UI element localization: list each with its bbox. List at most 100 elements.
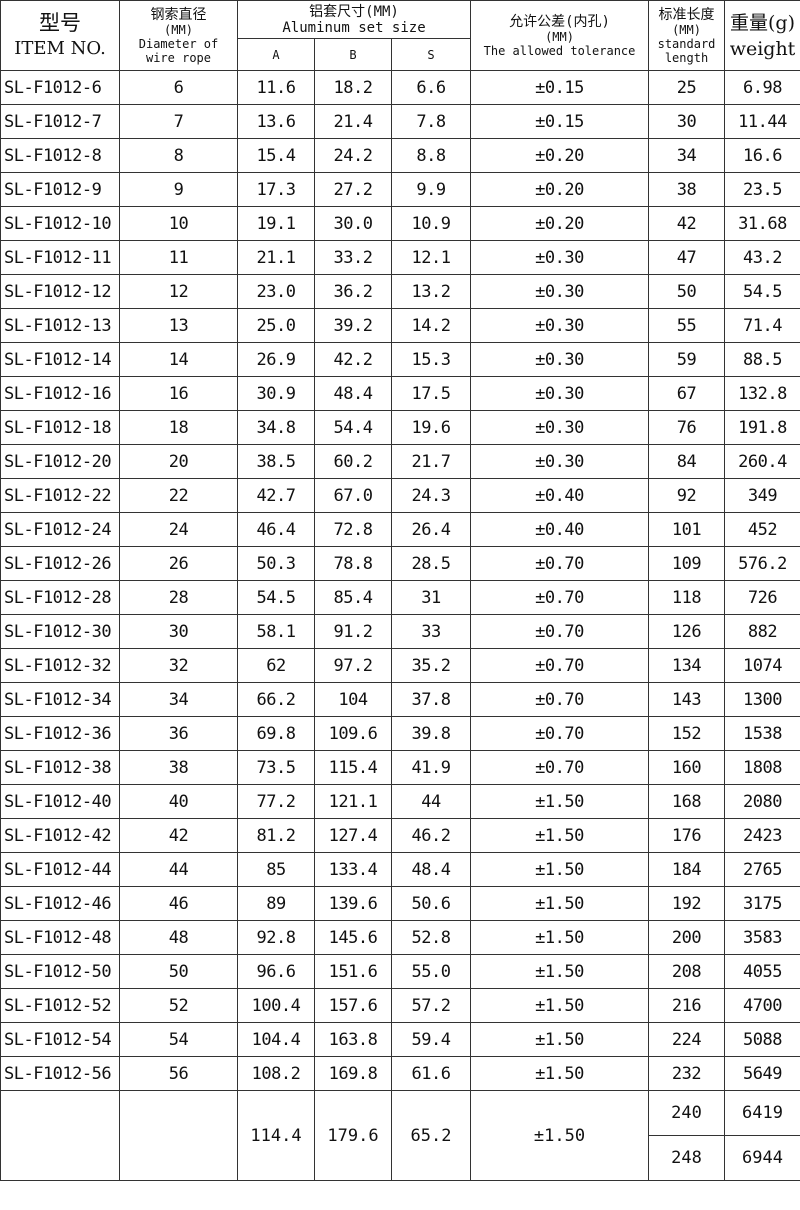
cell-diameter: 36 xyxy=(119,716,238,751)
cell-b: 42.2 xyxy=(314,342,392,377)
cell-weight: 1074 xyxy=(724,648,800,683)
cell-b: 48.4 xyxy=(314,376,392,411)
header-tolerance-cn: 允许公差(内孔) xyxy=(509,13,610,30)
cell-tolerance: ±0.70 xyxy=(470,614,650,649)
table-row: SL-F1012-44 44 85 133.4 48.4 ±1.50 184 2765 xyxy=(0,852,800,887)
table-row: SL-F1012-11 11 21.1 33.2 12.1 ±0.30 47 43.2 xyxy=(0,240,800,275)
header-diameter-unit: (MM) xyxy=(164,22,193,37)
cell-length: 126 xyxy=(648,614,726,649)
cell-b: 78.8 xyxy=(314,546,392,581)
cell-tolerance: ±0.30 xyxy=(470,240,650,275)
cell-weight: 11.44 xyxy=(724,104,800,139)
cell-length: 143 xyxy=(648,682,726,717)
header-diameter: 钢索直径 (MM) Diameter of wire rope xyxy=(119,0,238,71)
cell-s: 55.0 xyxy=(390,954,472,989)
cell-tolerance: ±1.50 xyxy=(470,784,650,819)
cell-tolerance: ±0.20 xyxy=(470,172,650,207)
cell-weight: 3175 xyxy=(724,886,800,921)
cell-b: 60.2 xyxy=(314,444,392,479)
last-a: 114.4 xyxy=(237,1090,315,1181)
cell-weight: 16.6 xyxy=(724,138,800,173)
cell-length: 42 xyxy=(648,206,726,241)
table-row-last-sub: 248 6944 xyxy=(1,1135,800,1181)
cell-a: 19.1 xyxy=(237,206,315,241)
cell-tolerance: ±0.15 xyxy=(470,70,650,105)
cell-b: 24.2 xyxy=(314,138,392,173)
cell-b: 72.8 xyxy=(314,512,392,547)
header-aluminum-cn: 铝套尺寸(MM) xyxy=(309,3,399,20)
cell-length: 152 xyxy=(648,716,726,751)
cell-weight: 452 xyxy=(724,512,800,547)
cell-b: 85.4 xyxy=(314,580,392,615)
last-tolerance: ±1.50 xyxy=(470,1090,650,1181)
cell-length: 38 xyxy=(648,172,726,207)
cell-weight: 260.4 xyxy=(724,444,800,479)
cell-length: 200 xyxy=(648,920,726,955)
cell-diameter: 56 xyxy=(119,1056,238,1091)
table-row: SL-F1012-14 14 26.9 42.2 15.3 ±0.30 59 88.5 xyxy=(0,342,800,377)
cell-length: 134 xyxy=(648,648,726,683)
cell-s: 57.2 xyxy=(390,988,472,1023)
cell-diameter: 20 xyxy=(119,444,238,479)
cell-weight: 31.68 xyxy=(724,206,800,241)
cell-a: 96.6 xyxy=(237,954,315,989)
cell-diameter: 18 xyxy=(119,410,238,445)
cell-tolerance: ±1.50 xyxy=(470,988,650,1023)
cell-item: SL-F1012-14 xyxy=(0,342,120,377)
cell-item: SL-F1012-9 xyxy=(0,172,120,207)
cell-tolerance: ±0.30 xyxy=(470,274,650,309)
cell-length: 47 xyxy=(648,240,726,275)
header-length-en: standard length xyxy=(657,36,716,65)
cell-b: 109.6 xyxy=(314,716,392,751)
header-tolerance-en: The allowed tolerance xyxy=(483,43,636,58)
header-weight: 重量(g) weight xyxy=(724,0,800,71)
cell-diameter: 50 xyxy=(119,954,238,989)
table-row: SL-F1012-48 48 92.8 145.6 52.8 ±1.50 200 3583 xyxy=(0,920,800,955)
table-row: SL-F1012-18 18 34.8 54.4 19.6 ±0.30 76 191.8 xyxy=(0,410,800,445)
cell-s: 35.2 xyxy=(390,648,472,683)
cell-s: 37.8 xyxy=(390,682,472,717)
cell-a: 38.5 xyxy=(237,444,315,479)
cell-a: 17.3 xyxy=(237,172,315,207)
cell-diameter: 6 xyxy=(119,70,238,105)
cell-a: 58.1 xyxy=(237,614,315,649)
cell-weight: 23.5 xyxy=(724,172,800,207)
cell-b: 104 xyxy=(314,682,392,717)
cell-item: SL-F1012-38 xyxy=(0,750,120,785)
cell-item: SL-F1012-36 xyxy=(0,716,120,751)
cell-diameter: 10 xyxy=(119,206,238,241)
cell-diameter: 26 xyxy=(119,546,238,581)
cell-weight: 191.8 xyxy=(724,410,800,445)
header-tolerance: 允许公差(内孔) (MM) The allowed tolerance xyxy=(470,0,650,71)
header-aluminum: 铝套尺寸(MM) Aluminum set size xyxy=(236,0,472,39)
cell-a: 85 xyxy=(237,852,315,887)
cell-item: SL-F1012-48 xyxy=(0,920,120,955)
cell-tolerance: ±0.40 xyxy=(470,512,650,547)
cell-item: SL-F1012-6 xyxy=(0,70,120,105)
table-row: SL-F1012-22 22 42.7 67.0 24.3 ±0.40 92 349 xyxy=(0,478,800,513)
cell-length: 55 xyxy=(648,308,726,343)
cell-b: 151.6 xyxy=(314,954,392,989)
cell-tolerance: ±1.50 xyxy=(470,818,650,853)
cell-s: 28.5 xyxy=(390,546,472,581)
cell-b: 139.6 xyxy=(314,886,392,921)
cell-tolerance: ±0.30 xyxy=(470,376,650,411)
cell-s: 17.5 xyxy=(390,376,472,411)
cell-length: 59 xyxy=(648,342,726,377)
last-weight-1: 6419 xyxy=(724,1090,800,1136)
cell-length: 192 xyxy=(648,886,726,921)
cell-diameter: 46 xyxy=(119,886,238,921)
cell-tolerance: ±0.70 xyxy=(470,546,650,581)
cell-tolerance: ±0.30 xyxy=(470,410,650,445)
cell-length: 92 xyxy=(648,478,726,513)
cell-diameter: 44 xyxy=(119,852,238,887)
cell-item: SL-F1012-22 xyxy=(0,478,120,513)
cell-weight: 2765 xyxy=(724,852,800,887)
cell-s: 6.6 xyxy=(390,70,472,105)
cell-b: 163.8 xyxy=(314,1022,392,1057)
cell-diameter: 12 xyxy=(119,274,238,309)
table-row: SL-F1012-52 52 100.4 157.6 57.2 ±1.50 216 4700 xyxy=(0,988,800,1023)
table-row: SL-F1012-30 30 58.1 91.2 33 ±0.70 126 882 xyxy=(0,614,800,649)
cell-item: SL-F1012-16 xyxy=(0,376,120,411)
cell-a: 26.9 xyxy=(237,342,315,377)
